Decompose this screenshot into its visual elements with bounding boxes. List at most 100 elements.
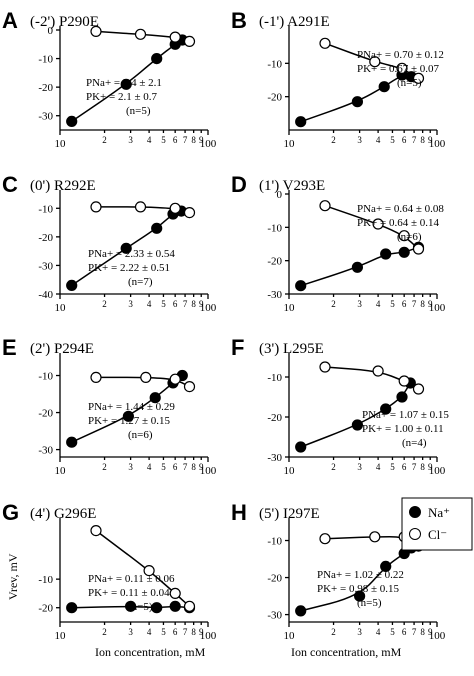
x-tick-label: 6 xyxy=(173,462,178,472)
y-tick-label: -20 xyxy=(38,408,53,420)
cl-data-point xyxy=(369,531,381,543)
x-tick-label: 3 xyxy=(357,627,362,637)
annotation-line: PNa+ = 0.11 ± 0.06 xyxy=(88,573,175,585)
x-tick-label: 7 xyxy=(183,462,188,472)
x-tick-label: 4 xyxy=(376,299,381,309)
na-data-point xyxy=(295,441,307,453)
panel-title: (4') G296E xyxy=(30,506,96,522)
x-tick-label: 100 xyxy=(429,630,446,642)
na-data-point xyxy=(124,600,137,612)
x-tick-label: 10 xyxy=(284,138,296,150)
panel-title: (2') P294E xyxy=(30,341,94,357)
cl-data-point xyxy=(169,202,181,214)
annotation-line: (n=5) xyxy=(397,77,422,89)
annotation-line: (n=6) xyxy=(128,429,153,441)
x-tick-label: 100 xyxy=(200,630,217,642)
x-tick-label: 3 xyxy=(357,135,362,145)
cl-data-point xyxy=(412,72,425,84)
x-tick-label: 3 xyxy=(128,627,133,637)
x-tick-label: 5 xyxy=(161,462,166,472)
x-tick-label: 8 xyxy=(191,135,196,145)
na-data-point xyxy=(151,222,163,234)
na-data-point xyxy=(351,419,364,431)
x-tick-label: 6 xyxy=(173,135,178,145)
panel-title: (3') L295E xyxy=(259,341,324,357)
permeability-annotation: PNa+ = 0.64 ± 0.08 PK+ = 0.64 ± 0.14 (n=6) xyxy=(357,203,444,243)
x-tick-label: 100 xyxy=(200,138,217,150)
y-tick-label: -30 xyxy=(267,610,282,622)
permeability-annotation: PNa+ = 2.33 ± 0.54 PK+ = 2.22 ± 0.51 (n=7) xyxy=(88,248,175,288)
x-tick-label: 6 xyxy=(173,299,178,309)
y-tick-label: 0 xyxy=(48,25,54,37)
x-tick-label: 100 xyxy=(200,302,217,314)
x-tick-label: 7 xyxy=(412,627,417,637)
cl-data-point xyxy=(412,383,425,395)
annotation-line: PK+ = 2.1 ± 0.7 xyxy=(86,91,158,103)
permeability-annotation: PNa+ = 1.07 ± 0.15 PK+ = 1.00 ± 0.11 (n=4) xyxy=(362,409,449,449)
annotation-line: PNa+ = 3.4 ± 2.1 xyxy=(86,77,162,89)
y-tick-label: -10 xyxy=(267,372,282,384)
x-tick-label: 10 xyxy=(55,302,67,314)
panel-label: G xyxy=(2,500,19,525)
na-data-point xyxy=(66,602,78,614)
annotation-line: PNa+ = 0.70 ± 0.12 xyxy=(357,49,444,61)
annotation-line: PNa+ = 2.33 ± 0.54 xyxy=(88,248,175,260)
x-tick-label: 7 xyxy=(183,135,188,145)
x-tick-label: 2 xyxy=(102,135,107,145)
na-data-point xyxy=(169,600,181,612)
x-tick-label: 3 xyxy=(128,462,133,472)
permeability-annotation: PNa+ = 1.44 ± 0.29 PK+ = 1.27 ± 0.15 (n=6) xyxy=(88,401,175,441)
cl-data-point xyxy=(183,380,196,393)
annotation-line: PNa+ = 1.44 ± 0.29 xyxy=(88,401,175,413)
x-tick-label: 10 xyxy=(284,630,296,642)
x-tick-label: 2 xyxy=(102,299,107,309)
x-tick-label: 4 xyxy=(376,627,381,637)
x-tick-label: 6 xyxy=(402,627,407,637)
y-tick-label: -10 xyxy=(38,371,53,383)
annotation-line: PNa+ = 1.02 ± 0.22 xyxy=(317,569,404,581)
y-tick-label: -30 xyxy=(38,111,53,123)
annotation-line: PK+ = 0.11 ± 0.04 xyxy=(88,587,170,599)
cl-data-point xyxy=(319,361,331,373)
panel-label: A xyxy=(2,8,18,33)
x-tick-label: 7 xyxy=(183,299,188,309)
annotation-line: PK+ = 1.00 ± 0.11 xyxy=(362,423,444,435)
na-data-point xyxy=(66,436,78,448)
annotation-line: PNa+ = 1.07 ± 0.15 xyxy=(362,409,449,421)
cl-data-point xyxy=(372,365,384,377)
panel-title: (1') V293E xyxy=(259,178,325,194)
annotation-line: (n=5) xyxy=(128,601,153,613)
panel-label: E xyxy=(2,335,17,360)
x-tick-label: 9 xyxy=(199,135,204,145)
x-tick-label: 8 xyxy=(420,627,425,637)
x-tick-label: 7 xyxy=(412,462,417,472)
na-data-point xyxy=(151,602,163,614)
y-tick-label: -10 xyxy=(267,222,282,234)
legend-filled-circle-icon xyxy=(409,506,421,518)
annotation-line: (n=5) xyxy=(357,597,382,609)
x-axis-label-left: Ion concentration, mM xyxy=(95,645,206,659)
x-tick-label: 8 xyxy=(420,135,425,145)
annotation-line: (n=6) xyxy=(397,231,422,243)
panel-label: B xyxy=(231,8,247,33)
x-tick-label: 4 xyxy=(147,462,152,472)
y-tick-label: 0 xyxy=(277,189,283,201)
x-tick-label: 3 xyxy=(357,299,362,309)
x-tick-label: 10 xyxy=(284,465,296,477)
cl-data-point xyxy=(398,230,410,242)
x-tick-label: 4 xyxy=(147,135,152,145)
x-tick-label: 2 xyxy=(331,135,336,145)
x-tick-label: 100 xyxy=(429,138,446,150)
x-axis-label-right: Ion concentration, mM xyxy=(291,645,402,659)
annotation-line: PK+ = 0.98 ± 0.15 xyxy=(317,583,400,595)
cl-data-point xyxy=(369,56,381,68)
y-tick-label: -10 xyxy=(38,203,53,215)
x-tick-label: 5 xyxy=(390,135,395,145)
permeability-annotation: PNa+ = 0.11 ± 0.06 PK+ = 0.11 ± 0.04 (n=5) xyxy=(88,573,175,613)
